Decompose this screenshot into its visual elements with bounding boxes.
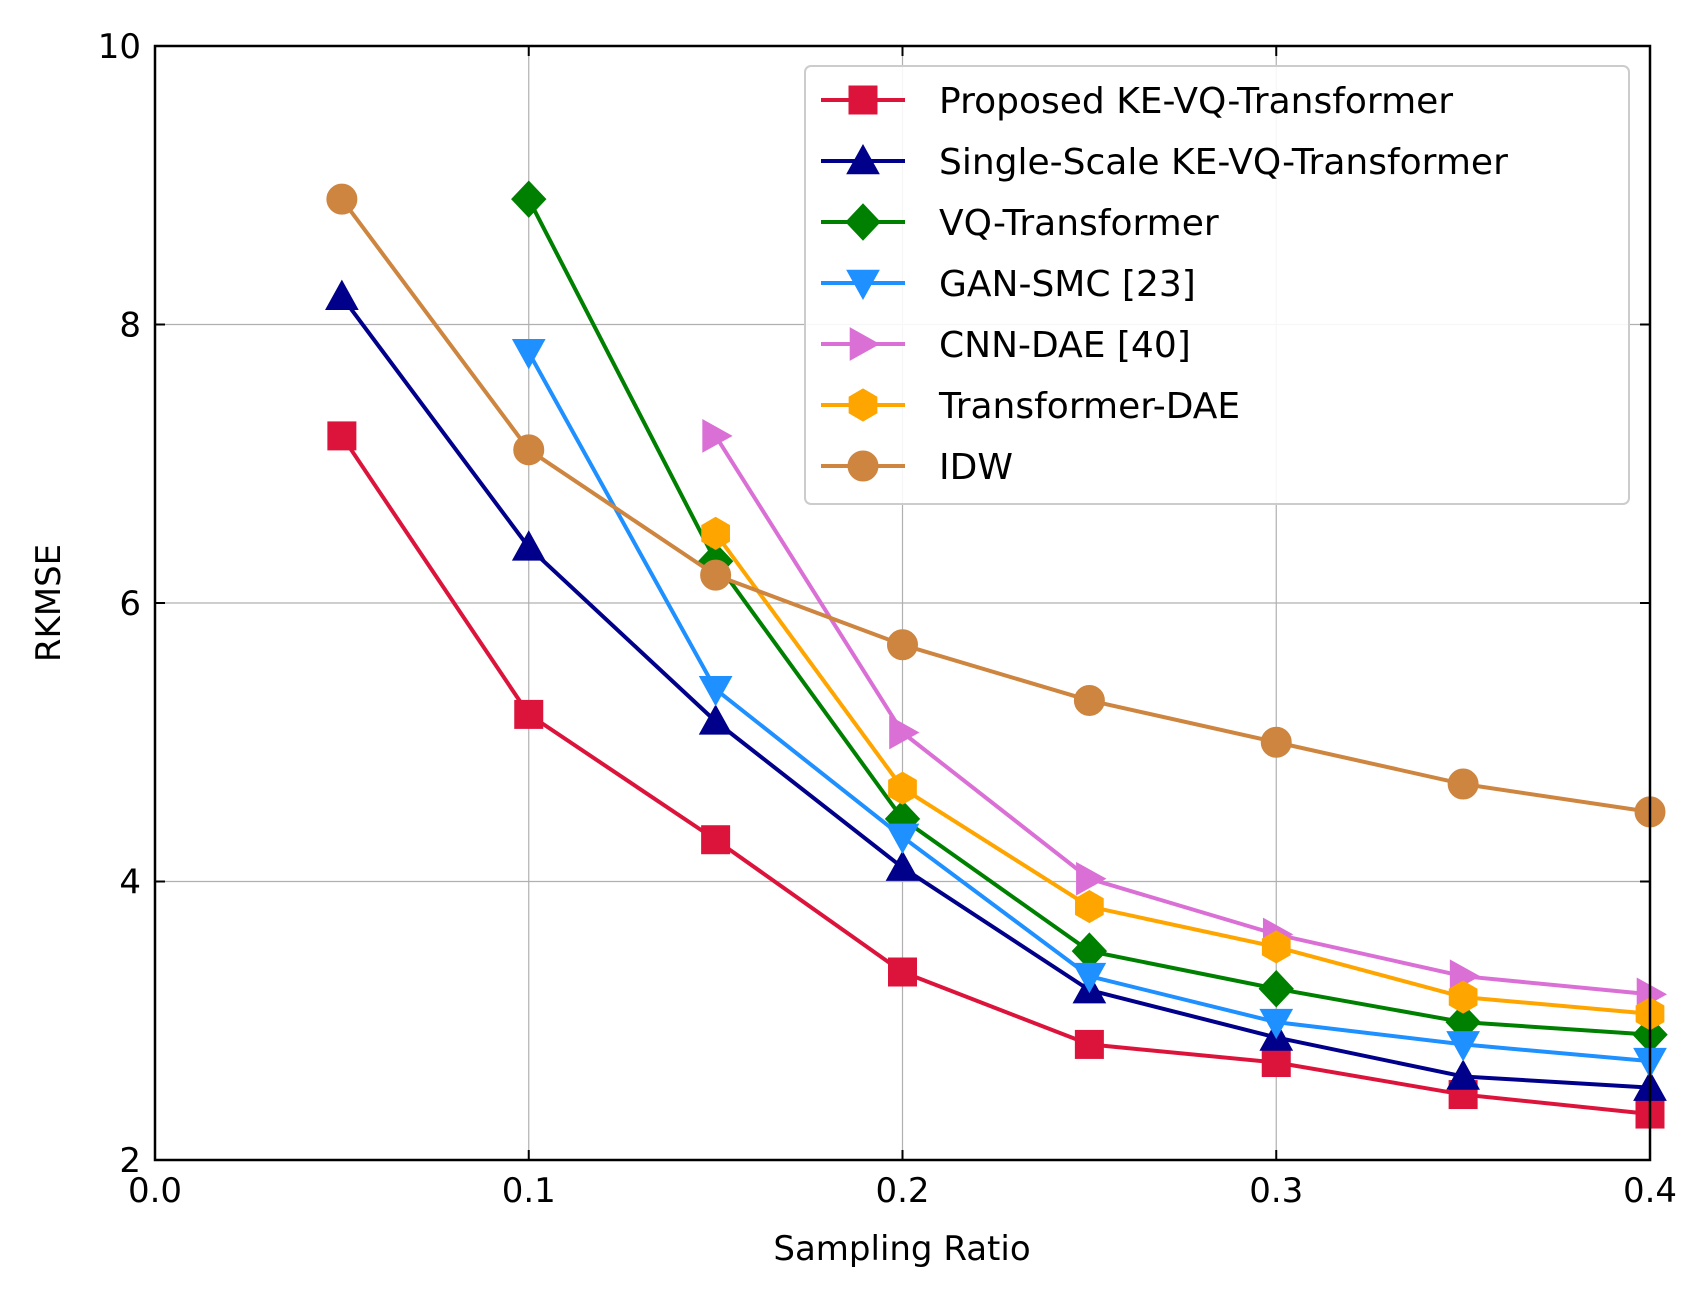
- data-point: [327, 421, 357, 451]
- y-tick-label: 2: [119, 1141, 141, 1181]
- legend-label: IDW: [939, 447, 1013, 488]
- series-line: [340, 197, 1651, 814]
- y-tick-label: 6: [119, 584, 141, 624]
- legend-item: Single-Scale KE-VQ-Transformer: [821, 142, 1508, 183]
- data-point: [700, 559, 732, 591]
- data-point: [1448, 980, 1478, 1014]
- legend-swatch-marker: [849, 327, 881, 361]
- legend-swatch-marker: [848, 388, 878, 422]
- data-point: [1260, 726, 1292, 758]
- data-point: [698, 676, 733, 707]
- x-tick-label: 0.3: [1249, 1171, 1303, 1211]
- data-point: [885, 823, 920, 854]
- data-point: [698, 704, 733, 735]
- legend-swatch-marker: [848, 85, 878, 115]
- data-point: [511, 180, 547, 218]
- series-6: [326, 183, 1666, 828]
- data-point: [1075, 889, 1104, 924]
- legend-item: IDW: [821, 447, 1013, 488]
- legend-swatch-marker: [846, 143, 880, 175]
- data-point: [325, 279, 359, 310]
- series-line: [714, 532, 1651, 1016]
- data-point: [888, 957, 917, 987]
- legend-item: Proposed KE-VQ-Transformer: [821, 81, 1453, 122]
- x-tick-label: 0.2: [875, 1171, 929, 1211]
- data-point: [889, 715, 920, 750]
- y-axis-label: RKMSE: [29, 544, 69, 662]
- data-point: [1446, 1059, 1480, 1090]
- data-point: [1447, 768, 1479, 800]
- legend-swatch-marker: [845, 203, 881, 241]
- data-point: [885, 850, 920, 881]
- data-point: [1076, 861, 1107, 896]
- data-point: [887, 629, 918, 661]
- series-5: [701, 516, 1665, 1031]
- legend-label: VQ-Transformer: [939, 203, 1219, 244]
- data-point: [1261, 930, 1291, 964]
- data-point: [1074, 1029, 1104, 1059]
- y-tick-label: 8: [119, 306, 141, 346]
- legend-label: Proposed KE-VQ-Transformer: [939, 81, 1453, 122]
- legend-swatch-marker: [846, 269, 880, 301]
- legend-swatch-marker: [847, 450, 879, 482]
- legend-box: [804, 65, 1630, 505]
- legend-label: Single-Scale KE-VQ-Transformer: [939, 142, 1508, 183]
- series-line: [340, 295, 1651, 1090]
- data-point: [1073, 684, 1105, 716]
- data-point: [1446, 1031, 1480, 1062]
- data-point: [514, 699, 544, 729]
- legend: Proposed KE-VQ-Transformer Single-Scale K…: [804, 65, 1630, 505]
- axis-ticks: 0.0 0.1 0.2 0.3 0.4 2 4 6 8 10: [98, 27, 1677, 1211]
- y-tick-label: 10: [98, 27, 141, 67]
- x-tick-label: 0.1: [502, 1171, 556, 1211]
- x-tick-label: 0.0: [128, 1171, 182, 1211]
- legend-item: Transformer-DAE: [821, 386, 1240, 427]
- series-3: [511, 339, 1667, 1079]
- legend-label: GAN-SMC [23]: [939, 264, 1196, 305]
- data-point: [1259, 1008, 1294, 1040]
- legend-item: GAN-SMC [23]: [821, 264, 1196, 305]
- data-point: [701, 825, 731, 855]
- y-tick-label: 4: [119, 863, 141, 903]
- series-1: [325, 279, 1667, 1101]
- legend-label: CNN-DAE [40]: [939, 325, 1191, 366]
- data-point: [1258, 969, 1294, 1008]
- data-point: [702, 419, 733, 453]
- data-point: [701, 516, 730, 550]
- series-layer: [325, 180, 1668, 1129]
- data-point: [326, 183, 358, 215]
- series-line: [713, 434, 1651, 997]
- data-point: [511, 530, 546, 561]
- legend-item: CNN-DAE [40]: [821, 325, 1191, 366]
- data-point: [511, 339, 546, 370]
- data-point: [513, 434, 545, 466]
- series-line: [340, 434, 1651, 1117]
- data-point: [1261, 1048, 1291, 1078]
- data-point: [1072, 962, 1107, 994]
- legend-item: VQ-Transformer: [821, 203, 1219, 244]
- x-axis-label: Sampling Ratio: [773, 1229, 1030, 1269]
- legend-label: Transformer-DAE: [938, 386, 1240, 427]
- x-tick-label: 0.4: [1623, 1171, 1677, 1211]
- data-point: [888, 771, 917, 805]
